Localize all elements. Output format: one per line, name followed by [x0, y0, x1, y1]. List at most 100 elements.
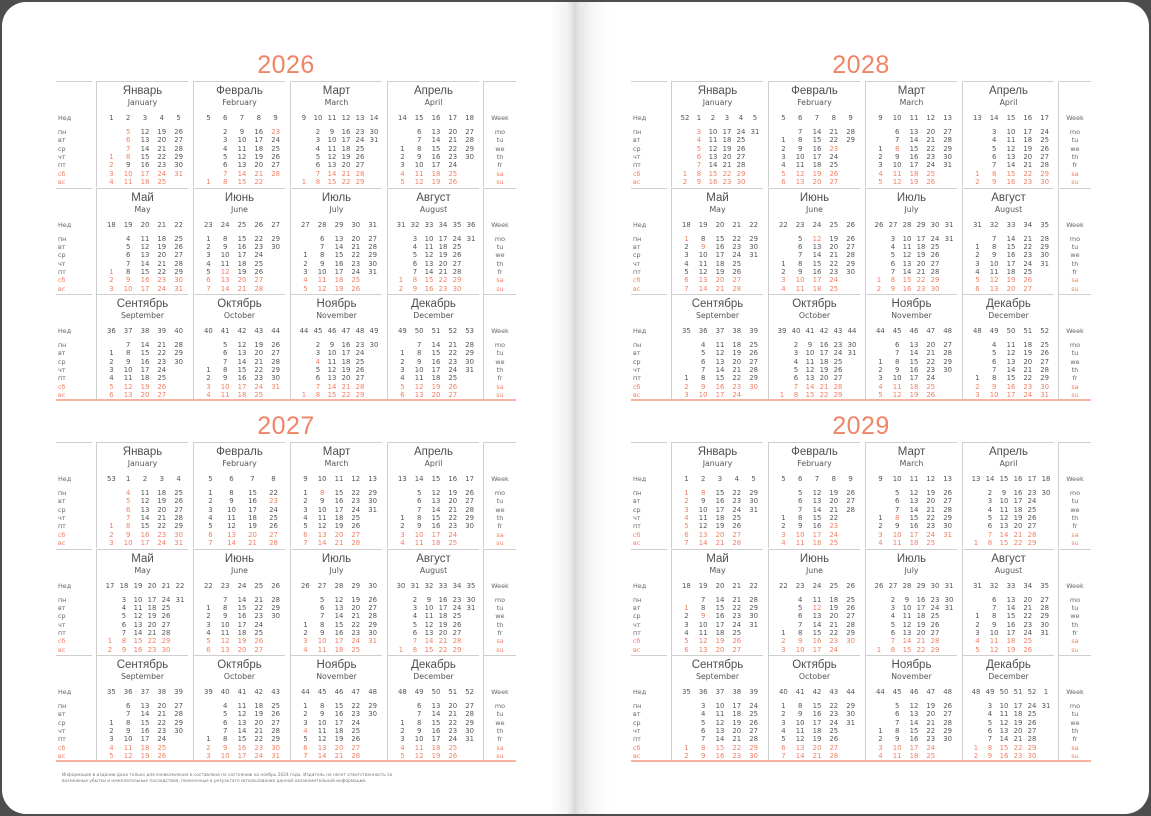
holiday-day: 29: [355, 178, 365, 187]
week-number: 39: [204, 688, 213, 696]
holiday-day: 16: [140, 276, 150, 285]
day: 1: [303, 489, 308, 497]
holiday-day: 4: [400, 743, 405, 752]
holiday-day: 17: [812, 530, 822, 539]
day: 6: [417, 497, 422, 506]
weekday-label: вт: [633, 349, 641, 358]
holiday-day: 14: [237, 169, 247, 178]
year-divider-line: [631, 760, 1091, 762]
month-name-ru: Апрель: [988, 85, 1028, 97]
day: 6: [223, 161, 228, 170]
holiday-day: 20: [715, 645, 725, 654]
day: 13: [902, 259, 912, 268]
day: 5: [223, 153, 228, 162]
month-name-ru: Декабрь: [411, 298, 456, 310]
day: 6: [701, 727, 706, 736]
holiday-day: 10: [123, 169, 133, 178]
day: 6: [793, 374, 799, 383]
holiday-day: 25: [448, 539, 458, 548]
day: 9: [320, 259, 325, 268]
day: 25: [174, 489, 183, 497]
day: 17: [341, 349, 351, 358]
day: 23: [926, 735, 936, 744]
weekday-label: пн: [633, 595, 642, 604]
holiday-day: 26: [351, 284, 361, 293]
week-number: 9: [848, 475, 853, 483]
holiday-day: 17: [334, 637, 344, 646]
holiday-day: 8: [412, 276, 418, 285]
day: 18: [157, 489, 167, 497]
day: 30: [369, 128, 379, 136]
day: 17: [1013, 702, 1023, 710]
holiday-day: 1: [398, 276, 404, 285]
day: 8: [992, 374, 997, 383]
weekday-labels-en: Week mo tu we th fr sa su: [483, 442, 516, 548]
weekday-label: пт: [633, 374, 641, 383]
day: 1: [684, 374, 689, 383]
holiday-day: 10: [795, 530, 805, 539]
month-name-ru: Январь: [697, 85, 738, 97]
day: 10: [1006, 128, 1016, 136]
day: 3: [109, 366, 114, 375]
holiday-day: 30: [1040, 178, 1049, 187]
day: 25: [732, 628, 742, 637]
day: 3: [987, 497, 993, 506]
week-number: 2: [701, 475, 706, 483]
month-name-en: March: [899, 459, 924, 468]
day: 4: [121, 603, 127, 612]
day: 20: [448, 128, 458, 136]
week-number: 45: [892, 327, 902, 335]
day: 5: [781, 735, 786, 744]
day: 13: [708, 153, 718, 162]
year-block: 2029 Нед пн вт ср чт пт сб вс Week mo tu we th fr sa su Я…: [631, 412, 1091, 804]
day: 7: [890, 267, 896, 276]
day: 25: [930, 242, 940, 251]
holiday-day: 23: [254, 743, 264, 752]
weekday-label: пт: [58, 522, 66, 531]
day: 15: [431, 514, 441, 523]
day: 30: [943, 522, 952, 531]
day: 4: [315, 144, 321, 153]
holiday-day: 12: [123, 382, 133, 391]
month-name-ru: Июль: [321, 552, 352, 565]
day: 28: [1040, 366, 1049, 375]
day: 3: [303, 267, 308, 276]
day: 3: [684, 251, 689, 260]
month-name-en: August: [419, 204, 448, 214]
day: 31: [465, 366, 474, 375]
week-number: 19: [133, 581, 143, 590]
day: 15: [715, 234, 725, 243]
day: 17: [1023, 128, 1033, 136]
day: 22: [829, 259, 839, 268]
holiday-day: 6: [781, 743, 786, 752]
holiday-day: 17: [140, 169, 150, 178]
day: 11: [414, 374, 424, 383]
holiday-day: 23: [271, 128, 280, 136]
day: 30: [174, 727, 183, 736]
day: 29: [174, 349, 183, 358]
day: 8: [229, 489, 234, 497]
holiday-day: 23: [438, 284, 448, 293]
day: 15: [237, 735, 247, 744]
weekday-label: su: [1071, 752, 1079, 761]
holiday-day: 16: [133, 645, 143, 654]
holiday-day: 9: [992, 382, 997, 391]
holiday-day: 2: [109, 276, 114, 285]
weekday-label: sa: [496, 276, 504, 285]
day: 4: [126, 234, 131, 243]
day: 27: [930, 628, 940, 637]
week-number: 47: [926, 688, 936, 696]
week-number-label: Week: [1066, 114, 1084, 122]
day: 3: [121, 595, 127, 604]
day: 29: [271, 366, 280, 375]
holiday-day: 23: [157, 530, 167, 539]
day: 18: [819, 357, 829, 366]
holiday-day: 19: [431, 752, 441, 761]
holiday-day: 12: [220, 267, 230, 276]
day: 11: [220, 628, 230, 637]
day: 7: [895, 349, 900, 358]
day: 17: [341, 136, 351, 145]
day: 23: [351, 259, 361, 268]
week-number-label: Нед: [58, 688, 72, 696]
weekday-label: tu: [496, 136, 504, 145]
